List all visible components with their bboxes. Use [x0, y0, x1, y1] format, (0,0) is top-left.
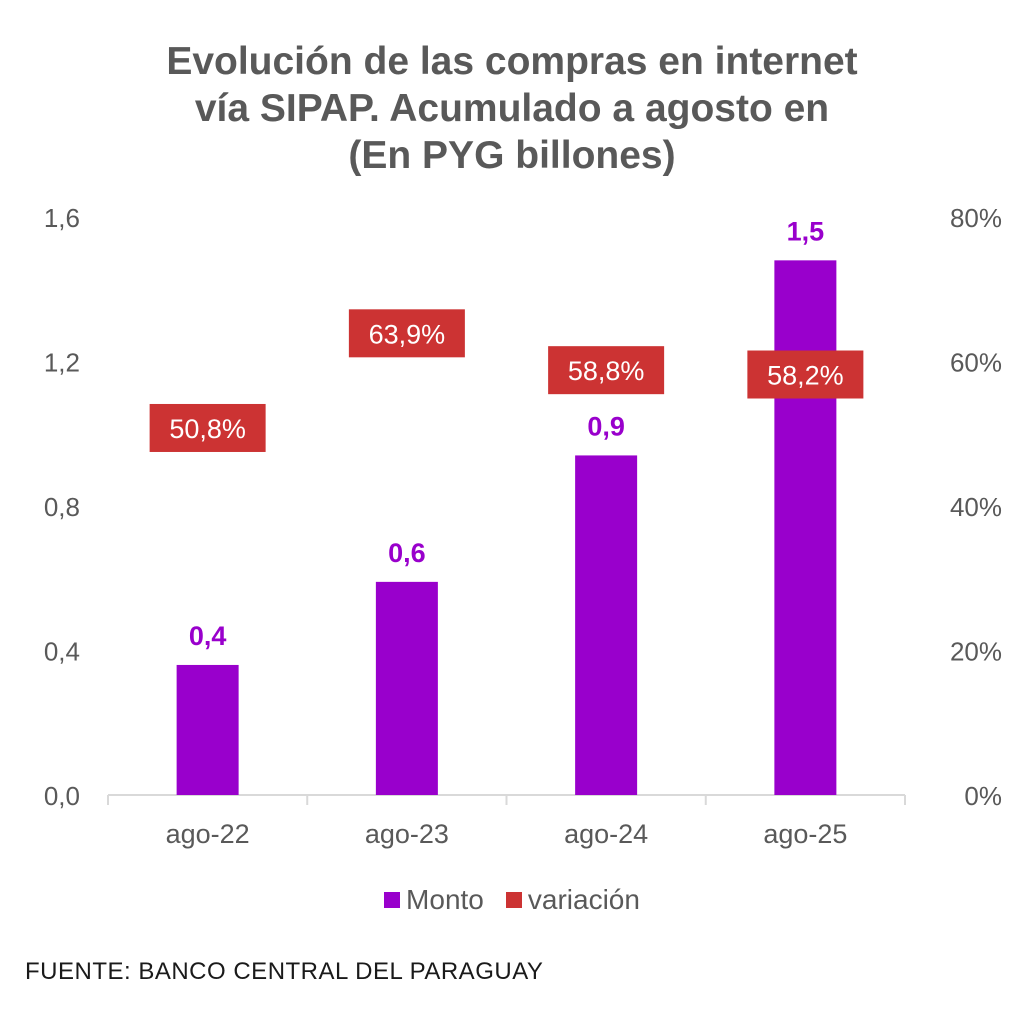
legend: Monto variación: [0, 884, 1024, 916]
legend-label-monto: Monto: [406, 884, 484, 915]
x-tick-label: ago-22: [166, 819, 250, 849]
bar-value-label: 0,6: [388, 538, 426, 568]
left-tick-label: 1,6: [44, 203, 80, 233]
variacion-marker[interactable]: [149, 403, 266, 452]
variacion-series: 50,8% 63,9% 58,8% 58,2%: [149, 309, 864, 452]
variacion-label: 58,8%: [568, 356, 645, 386]
x-tick-label: ago-23: [365, 819, 449, 849]
x-tick-label: ago-24: [564, 819, 648, 849]
x-axis: ago-22 ago-23 ago-24 ago-25: [107, 794, 906, 849]
right-tick-label: 40%: [950, 492, 1002, 522]
x-tick-label: ago-25: [763, 819, 847, 849]
right-tick-label: 80%: [950, 203, 1002, 233]
right-tick-label: 0%: [964, 781, 1002, 811]
bar-monto[interactable]: [774, 260, 837, 796]
chart-title: Evolución de las compras en internet vía…: [0, 38, 1024, 179]
left-tick-label: 0,8: [44, 492, 80, 522]
variacion-marker[interactable]: [348, 309, 465, 358]
right-tick-label: 60%: [950, 348, 1002, 378]
bar-value-label: 0,9: [587, 411, 625, 441]
bar-value-label: 0,4: [189, 621, 227, 651]
bar-monto[interactable]: [176, 664, 239, 795]
legend-label-variacion: variación: [527, 884, 640, 915]
left-tick-label: 1,2: [44, 348, 80, 378]
left-tick-label: 0,4: [44, 637, 80, 667]
chart-title-line-3: (En PYG billones): [348, 134, 676, 177]
right-axis: 0% 20% 40% 60% 80%: [950, 203, 1002, 811]
bar-monto[interactable]: [375, 581, 438, 795]
chart-title-line-1: Evolución de las compras en internet: [166, 40, 858, 83]
bar-monto[interactable]: [575, 455, 638, 795]
left-tick-label: 0,0: [44, 781, 80, 811]
variacion-marker[interactable]: [548, 346, 665, 395]
legend-swatch-monto: [384, 892, 401, 908]
chart-title-line-2: vía SIPAP. Acumulado a agosto en: [194, 87, 830, 130]
variacion-marker[interactable]: [747, 350, 864, 399]
bar-value-label: 1,5: [787, 216, 825, 246]
left-axis: 0,0 0,4 0,8 1,2 1,6: [44, 203, 80, 811]
legend-swatch-variacion: [505, 892, 522, 908]
legend-item-monto[interactable]: Monto: [384, 884, 484, 916]
source-note: FUENTE: BANCO CENTRAL DEL PARAGUAY: [25, 958, 544, 985]
legend-item-variacion[interactable]: variación: [505, 884, 640, 916]
variacion-label: 58,2%: [767, 361, 844, 391]
monto-series: 0,4 0,6 0,9 1,5: [176, 216, 837, 796]
right-tick-label: 20%: [950, 637, 1002, 667]
variacion-label: 63,9%: [369, 319, 446, 349]
variacion-label: 50,8%: [169, 414, 246, 444]
